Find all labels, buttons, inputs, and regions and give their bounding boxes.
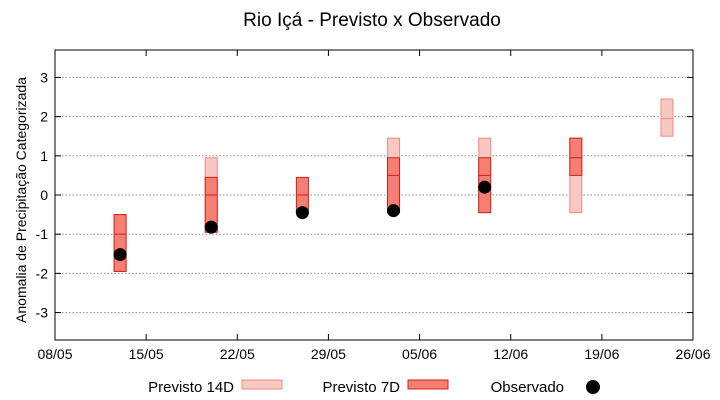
y-tick-label: -1 bbox=[36, 226, 49, 242]
y-tick-label: -3 bbox=[36, 305, 49, 321]
x-tick-label: 19/06 bbox=[584, 346, 619, 362]
legend-marker-observado bbox=[586, 380, 600, 394]
y-tick-label: 3 bbox=[40, 69, 48, 85]
series-observado bbox=[113, 180, 492, 262]
grid bbox=[55, 76, 693, 314]
legend-label-previsto-14d: Previsto 14D bbox=[148, 379, 234, 396]
y-tick-label: 2 bbox=[40, 109, 48, 125]
observado-point bbox=[113, 248, 127, 262]
legend: Previsto 14D Previsto 7D Observado bbox=[148, 379, 600, 396]
y-tick-label: -2 bbox=[36, 265, 49, 281]
y-axis: -3 -2 -1 0 1 2 3 bbox=[36, 69, 693, 321]
series-previsto-7d bbox=[113, 137, 583, 272]
x-tick-label: 22/05 bbox=[220, 346, 255, 362]
x-tick-label: 29/05 bbox=[311, 346, 346, 362]
y-axis-label: Anomalia de Precipitação Categorizada bbox=[13, 77, 29, 323]
chart-title: Rio Içá - Previsto x Observado bbox=[243, 10, 501, 31]
legend-label-previsto-7d: Previsto 7D bbox=[322, 379, 400, 396]
legend-label-observado: Observado bbox=[491, 379, 564, 396]
legend-swatch-previsto-14d bbox=[241, 379, 283, 390]
previsto-14d-bar bbox=[660, 98, 674, 137]
x-tick-label: 12/06 bbox=[493, 346, 528, 362]
x-tick-label: 26/06 bbox=[675, 346, 710, 362]
observado-point bbox=[295, 206, 309, 220]
y-tick-label: 0 bbox=[40, 187, 48, 203]
x-tick-label: 15/05 bbox=[129, 346, 164, 362]
previsto-7d-bar bbox=[569, 137, 583, 176]
x-tick-label: 08/05 bbox=[37, 346, 72, 362]
observado-point bbox=[204, 220, 218, 234]
observado-point bbox=[478, 180, 492, 194]
x-axis: 08/05 15/05 22/05 29/05 05/06 12/06 19/06 26/06 bbox=[37, 50, 711, 362]
y-tick-label: 1 bbox=[40, 148, 48, 164]
legend-swatch-previsto-7d bbox=[407, 379, 449, 390]
x-tick-label: 05/06 bbox=[402, 346, 437, 362]
observado-point bbox=[387, 204, 401, 218]
previsto-7d-bar bbox=[113, 214, 127, 272]
